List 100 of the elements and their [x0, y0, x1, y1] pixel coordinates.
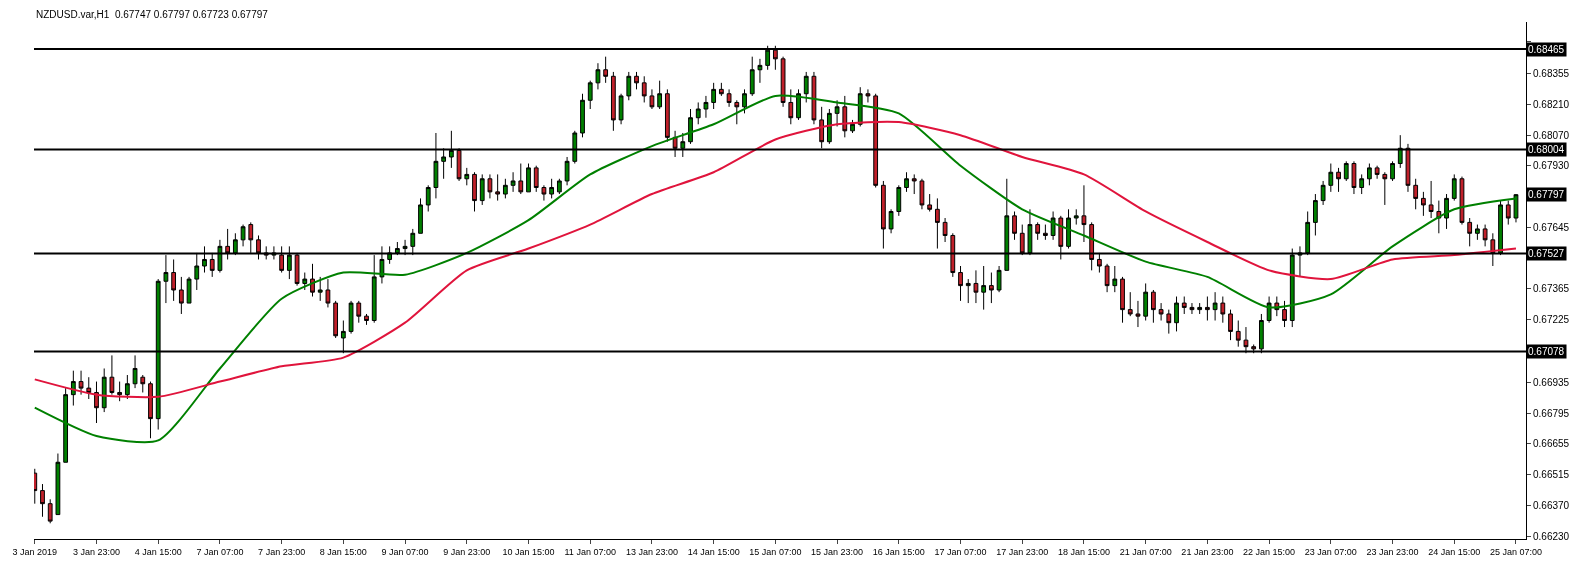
candlestick	[240, 224, 246, 247]
ref-line-label: 0.68004	[1528, 144, 1565, 155]
candlestick	[688, 108, 693, 145]
candlestick	[942, 217, 948, 243]
candlestick	[1266, 296, 1272, 324]
candlestick	[603, 56, 609, 84]
x-tick-label: 7 Jan 23:00	[258, 546, 306, 557]
candlestick	[610, 71, 616, 132]
y-tick-label: 0.66515	[1533, 468, 1570, 480]
candlestick	[1050, 210, 1056, 241]
candlestick	[657, 80, 663, 110]
candlestick	[171, 258, 177, 302]
candlestick	[487, 173, 493, 199]
line-series	[34, 120, 1517, 399]
candlestick	[526, 163, 531, 193]
candlestick	[124, 374, 130, 400]
candlestick	[749, 56, 755, 97]
y-tick-label: 0.68355	[1533, 67, 1570, 79]
y-tick-label: 0.66935	[1533, 377, 1570, 389]
candlestick	[641, 75, 647, 103]
candlestick	[1482, 224, 1488, 247]
candlestick	[1459, 176, 1465, 226]
candlestick	[364, 313, 369, 326]
candlestick	[896, 184, 902, 217]
candlestick	[78, 370, 84, 396]
candlestick	[317, 276, 323, 302]
candlestick	[1135, 300, 1141, 328]
candlestick	[472, 171, 477, 212]
ref-line-label: 0.67078	[1528, 346, 1565, 357]
candlestick	[703, 95, 709, 119]
x-tick-label: 22 Jan 15:00	[1243, 546, 1296, 557]
x-tick-label: 9 Jan 23:00	[443, 546, 491, 557]
candlestick	[934, 197, 940, 250]
candlestick	[1012, 210, 1017, 241]
candlestick	[595, 62, 601, 90]
candlestick	[302, 272, 308, 291]
candlestick	[718, 82, 724, 97]
candlestick	[1212, 291, 1218, 322]
candlestick	[1127, 291, 1133, 317]
candlestick	[1035, 221, 1041, 241]
x-tick-label: 14 Jan 15:00	[687, 546, 740, 557]
candlestick	[1205, 296, 1210, 322]
candlestick	[186, 276, 192, 304]
candlestick	[580, 93, 585, 138]
candlestick	[850, 119, 855, 134]
x-tick-label: 13 Jan 23:00	[625, 546, 678, 557]
candlestick	[1505, 200, 1511, 226]
candlestick	[40, 483, 45, 518]
candlestick	[788, 88, 794, 125]
ref-line-label: 0.67527	[1528, 248, 1565, 259]
x-tick-label: 23 Jan 07:00	[1304, 546, 1357, 557]
candlestick	[1475, 224, 1480, 241]
candlestick	[109, 354, 115, 396]
candlestick	[1374, 165, 1380, 180]
candlestick	[1235, 320, 1241, 348]
candlestick	[1174, 296, 1179, 332]
chart-title: NZDUSD.var,H1 0.67747 0.67797 0.67723 0.67797	[36, 9, 269, 20]
candlestick	[533, 165, 539, 193]
x-tick-label: 21 Jan 07:00	[1119, 546, 1172, 557]
candlestick	[996, 265, 1002, 293]
x-tick-label: 16 Jan 15:00	[872, 546, 925, 557]
candlestick	[1189, 302, 1195, 315]
candlestick	[178, 276, 184, 315]
candlestick	[1042, 224, 1048, 241]
x-tick-label: 24 Jan 15:00	[1428, 546, 1481, 557]
candlestick	[1073, 208, 1079, 226]
x-tick-label: 4 Jan 15:00	[134, 546, 182, 557]
candlestick	[726, 88, 732, 108]
candlestick	[1451, 173, 1457, 202]
candlestick	[510, 171, 516, 193]
candlestick	[1081, 184, 1087, 243]
candlestick	[911, 173, 917, 195]
candlestick	[587, 80, 593, 110]
candlestick	[94, 381, 99, 424]
candlestick	[1428, 180, 1434, 219]
candlestick	[70, 370, 76, 407]
candlestick	[1467, 217, 1473, 247]
x-tick-label: 8 Jan 15:00	[319, 546, 367, 557]
candlestick	[549, 178, 555, 199]
candlestick	[140, 374, 146, 393]
candlestick	[502, 178, 508, 199]
candlestick	[418, 197, 423, 234]
candlestick	[981, 265, 987, 311]
x-tick-label: 11 Jan 07:00	[564, 546, 616, 557]
candlestick	[1220, 296, 1226, 324]
x-tick-label: 23 Jan 23:00	[1366, 546, 1419, 557]
candlestick	[649, 88, 655, 110]
y-tick-label: 0.67365	[1533, 283, 1570, 295]
candlestick	[425, 184, 431, 212]
candlestick	[495, 173, 501, 202]
candlestick	[618, 93, 624, 125]
x-tick-label: 18 Jan 15:00	[1057, 546, 1110, 557]
candlestick	[1120, 276, 1125, 324]
candlestick	[333, 300, 339, 339]
candlestick	[927, 193, 933, 212]
candlestick	[695, 101, 701, 125]
candlestick	[518, 163, 524, 195]
candlestick	[1336, 167, 1341, 193]
candlestick	[101, 367, 107, 413]
x-tick-label: 9 Jan 07:00	[381, 546, 429, 557]
